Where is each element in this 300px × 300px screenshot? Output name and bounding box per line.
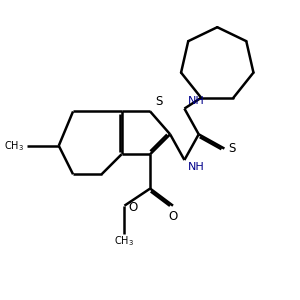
Text: CH$_3$: CH$_3$ [4, 139, 25, 153]
Text: NH: NH [188, 96, 205, 106]
Text: CH$_3$: CH$_3$ [114, 234, 134, 248]
Text: S: S [228, 142, 235, 155]
Text: S: S [155, 95, 162, 108]
Text: O: O [129, 201, 138, 214]
Text: O: O [168, 210, 178, 223]
Text: NH: NH [188, 162, 205, 172]
